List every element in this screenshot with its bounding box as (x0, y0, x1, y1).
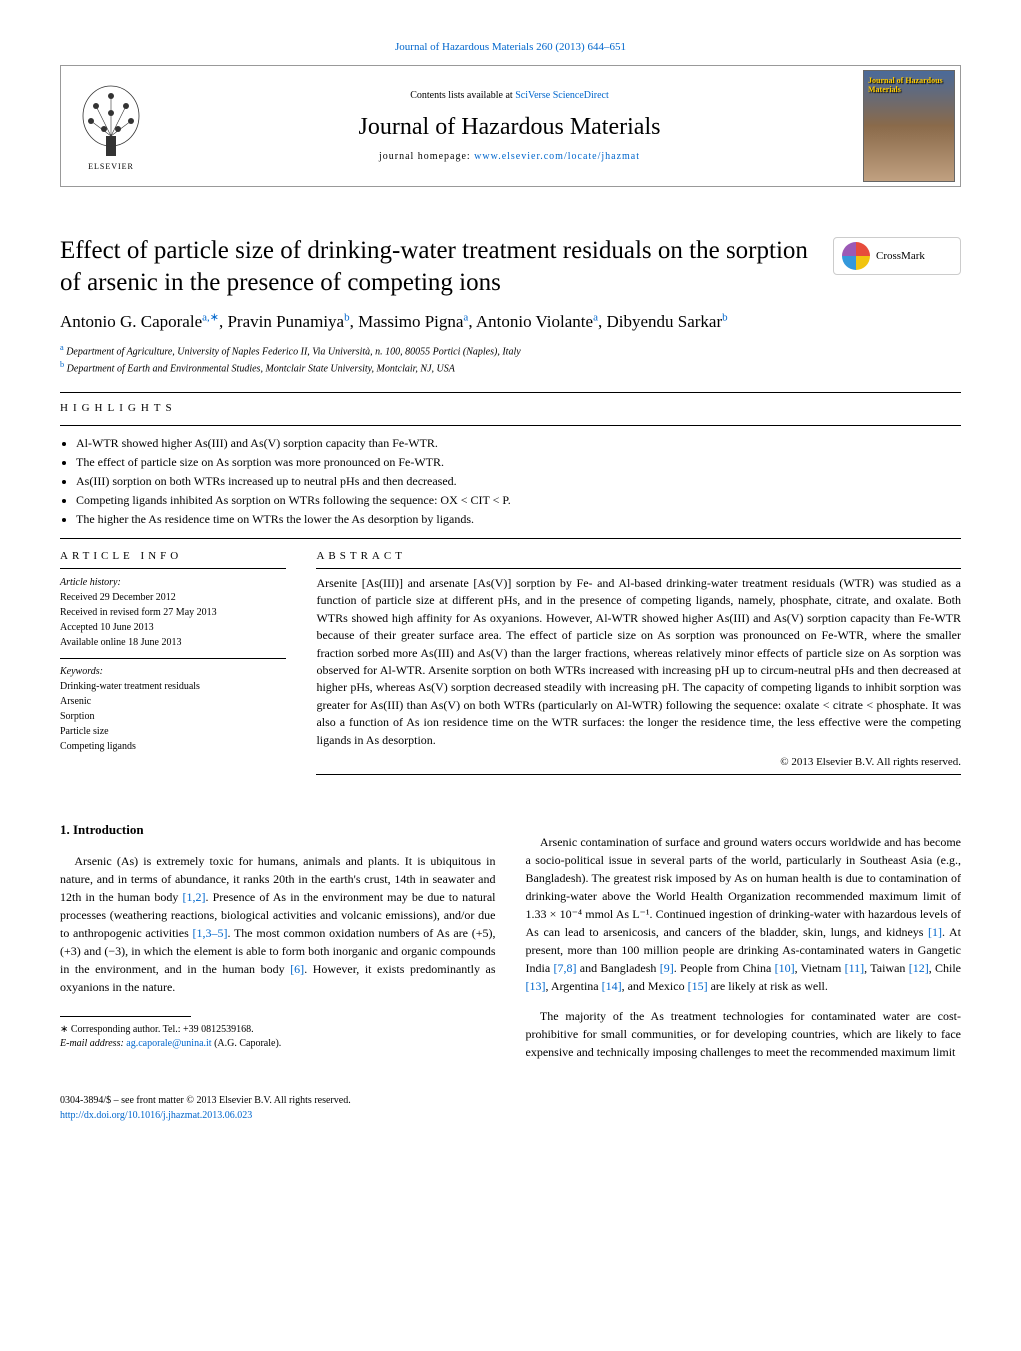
intro-heading: 1. Introduction (60, 821, 496, 839)
contents-prefix: Contents lists available at (410, 90, 515, 101)
ref-link[interactable]: [14] (602, 979, 622, 993)
copyright: © 2013 Elsevier B.V. All rights reserved… (316, 755, 961, 770)
highlight-item: Al-WTR showed higher As(III) and As(V) s… (76, 434, 961, 453)
intro-paragraph-2: Arsenic contamination of surface and gro… (526, 833, 962, 995)
keyword-item: Drinking-water treatment residuals (60, 679, 286, 694)
footer-copyright: 0304-3894/$ – see front matter © 2013 El… (60, 1093, 961, 1108)
email-link[interactable]: ag.caporale@unina.it (126, 1038, 211, 1049)
ref-link[interactable]: [1,3–5] (192, 926, 227, 940)
journal-cover-thumbnail: Journal of Hazardous Materials (863, 70, 955, 182)
ref-link[interactable]: [1,2] (182, 890, 205, 904)
keyword-item: Arsenic (60, 694, 286, 709)
abstract-heading: ABSTRACT (316, 549, 961, 564)
journal-name: Journal of Hazardous Materials (171, 111, 848, 145)
cover-title: Journal of Hazardous Materials (868, 77, 954, 95)
keyword-item: Competing ligands (60, 739, 286, 754)
email-label: E-mail address: (60, 1038, 126, 1049)
journal-header: ELSEVIER Contents lists available at Sci… (60, 65, 961, 187)
keyword-item: Particle size (60, 724, 286, 739)
affiliations: a Department of Agriculture, University … (60, 342, 961, 377)
keywords-label: Keywords: (60, 665, 286, 679)
page-footer: 0304-3894/$ – see front matter © 2013 El… (60, 1093, 961, 1123)
email-line: E-mail address: ag.caporale@unina.it (A.… (60, 1037, 496, 1051)
journal-reference: Journal of Hazardous Materials 260 (2013… (60, 40, 961, 55)
crossmark-icon (842, 242, 870, 270)
date-line: Received 29 December 2012 (60, 590, 286, 605)
ref-link[interactable]: [6] (290, 962, 304, 976)
ref-link[interactable]: [12] (909, 961, 929, 975)
corr-author-line: ∗ Corresponding author. Tel.: +39 081253… (60, 1023, 496, 1037)
keywords-list: Drinking-water treatment residualsArseni… (60, 679, 286, 754)
elsevier-tree-icon (76, 81, 146, 161)
homepage-link[interactable]: www.elsevier.com/locate/jhazmat (474, 151, 640, 162)
affiliation-line: a Department of Agriculture, University … (60, 342, 961, 359)
ref-link[interactable]: [9] (660, 961, 674, 975)
crossmark-label: CrossMark (876, 249, 925, 264)
affiliation-line: b Department of Earth and Environmental … (60, 359, 961, 376)
highlight-item: The higher the As residence time on WTRs… (76, 510, 961, 529)
email-suffix: (A.G. Caporale). (212, 1038, 282, 1049)
intro-paragraph-3: The majority of the As treatment technol… (526, 1007, 962, 1061)
date-line: Available online 18 June 2013 (60, 635, 286, 650)
publisher-logo: ELSEVIER (61, 66, 161, 186)
ref-link[interactable]: [10] (775, 961, 795, 975)
article-dates: Received 29 December 2012Received in rev… (60, 590, 286, 650)
highlight-item: As(III) sorption on both WTRs increased … (76, 472, 961, 491)
journal-ref-link[interactable]: Journal of Hazardous Materials 260 (2013… (395, 41, 626, 53)
article-info-heading: ARTICLE INFO (60, 549, 286, 564)
crossmark-badge[interactable]: CrossMark (833, 237, 961, 275)
date-line: Accepted 10 June 2013 (60, 620, 286, 635)
authors: Antonio G. Caporalea,∗, Pravin Punamiyab… (60, 310, 961, 334)
abstract-text: Arsenite [As(III)] and arsenate [As(V)] … (316, 575, 961, 749)
homepage-prefix: journal homepage: (379, 151, 474, 162)
header-center: Contents lists available at SciVerse Sci… (161, 79, 858, 175)
contents-line: Contents lists available at SciVerse Sci… (171, 89, 848, 103)
keyword-item: Sorption (60, 709, 286, 724)
highlight-item: The effect of particle size on As sorpti… (76, 453, 961, 472)
highlights-heading: HIGHLIGHTS (60, 401, 961, 416)
ref-link[interactable]: [15] (688, 979, 708, 993)
body-right-column: Arsenic contamination of surface and gro… (526, 821, 962, 1073)
ref-link[interactable]: [7,8] (553, 961, 576, 975)
history-label: Article history: (60, 575, 286, 590)
ref-link[interactable]: [1] (928, 925, 942, 939)
corresponding-author-note: ∗ Corresponding author. Tel.: +39 081253… (60, 1023, 496, 1051)
highlight-item: Competing ligands inhibited As sorption … (76, 491, 961, 510)
sciencedirect-link[interactable]: SciVerse ScienceDirect (515, 90, 609, 101)
abstract-column: ABSTRACT Arsenite [As(III)] and arsenate… (316, 549, 961, 782)
article-info-column: ARTICLE INFO Article history: Received 2… (60, 549, 286, 782)
ref-link[interactable]: [13] (526, 979, 546, 993)
ref-link[interactable]: [11] (845, 961, 865, 975)
highlights-list: Al-WTR showed higher As(III) and As(V) s… (60, 434, 961, 530)
intro-paragraph-1: Arsenic (As) is extremely toxic for huma… (60, 852, 496, 996)
publisher-name: ELSEVIER (88, 161, 134, 172)
journal-homepage: journal homepage: www.elsevier.com/locat… (171, 150, 848, 164)
body-left-column: 1. Introduction Arsenic (As) is extremel… (60, 821, 496, 1073)
doi-link[interactable]: http://dx.doi.org/10.1016/j.jhazmat.2013… (60, 1110, 252, 1121)
article-title: Effect of particle size of drinking-wate… (60, 235, 813, 298)
date-line: Received in revised form 27 May 2013 (60, 605, 286, 620)
